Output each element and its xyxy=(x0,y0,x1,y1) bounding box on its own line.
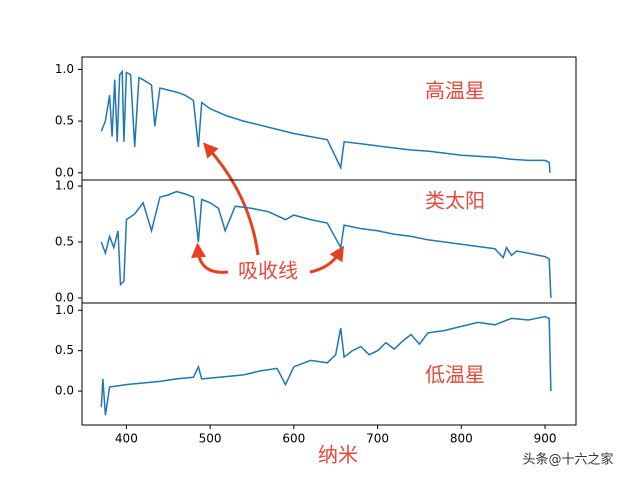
arrow xyxy=(203,142,260,256)
x-tick-label: 600 xyxy=(282,432,305,446)
spectrum-line xyxy=(100,190,552,299)
y-tick-label: 0.5 xyxy=(55,114,74,128)
arrow xyxy=(191,242,229,274)
x-tick-label: 900 xyxy=(534,432,557,446)
x-tick-label: 400 xyxy=(115,432,138,446)
y-tick-label: 0.5 xyxy=(55,235,74,249)
y-tick-label: 1.0 xyxy=(55,62,74,76)
spectrum-line xyxy=(100,315,552,416)
panel-frame xyxy=(81,179,577,304)
y-tick-label: 0.5 xyxy=(55,343,74,357)
y-tick-label: 0.0 xyxy=(55,165,74,179)
y-tick-label: 1.0 xyxy=(55,179,74,193)
panel-label: 低温星 xyxy=(425,363,485,387)
x-axis-label: 纳米 xyxy=(318,443,358,467)
y-tick-label: 0.0 xyxy=(55,290,74,304)
y-tick-label: 0.0 xyxy=(55,384,74,398)
x-tick-label: 800 xyxy=(450,432,473,446)
panel-frame xyxy=(81,302,577,426)
arrow xyxy=(309,245,344,274)
panel-label: 类太阳 xyxy=(425,189,485,213)
panel-label: 高温星 xyxy=(425,79,485,103)
callout: 吸收线 xyxy=(238,259,298,283)
spectrum-line xyxy=(100,69,551,173)
y-tick-label: 1.0 xyxy=(55,303,74,317)
x-tick-label: 700 xyxy=(366,432,389,446)
watermark: 头条@十六之家 xyxy=(522,452,613,468)
x-tick-label: 500 xyxy=(199,432,222,446)
